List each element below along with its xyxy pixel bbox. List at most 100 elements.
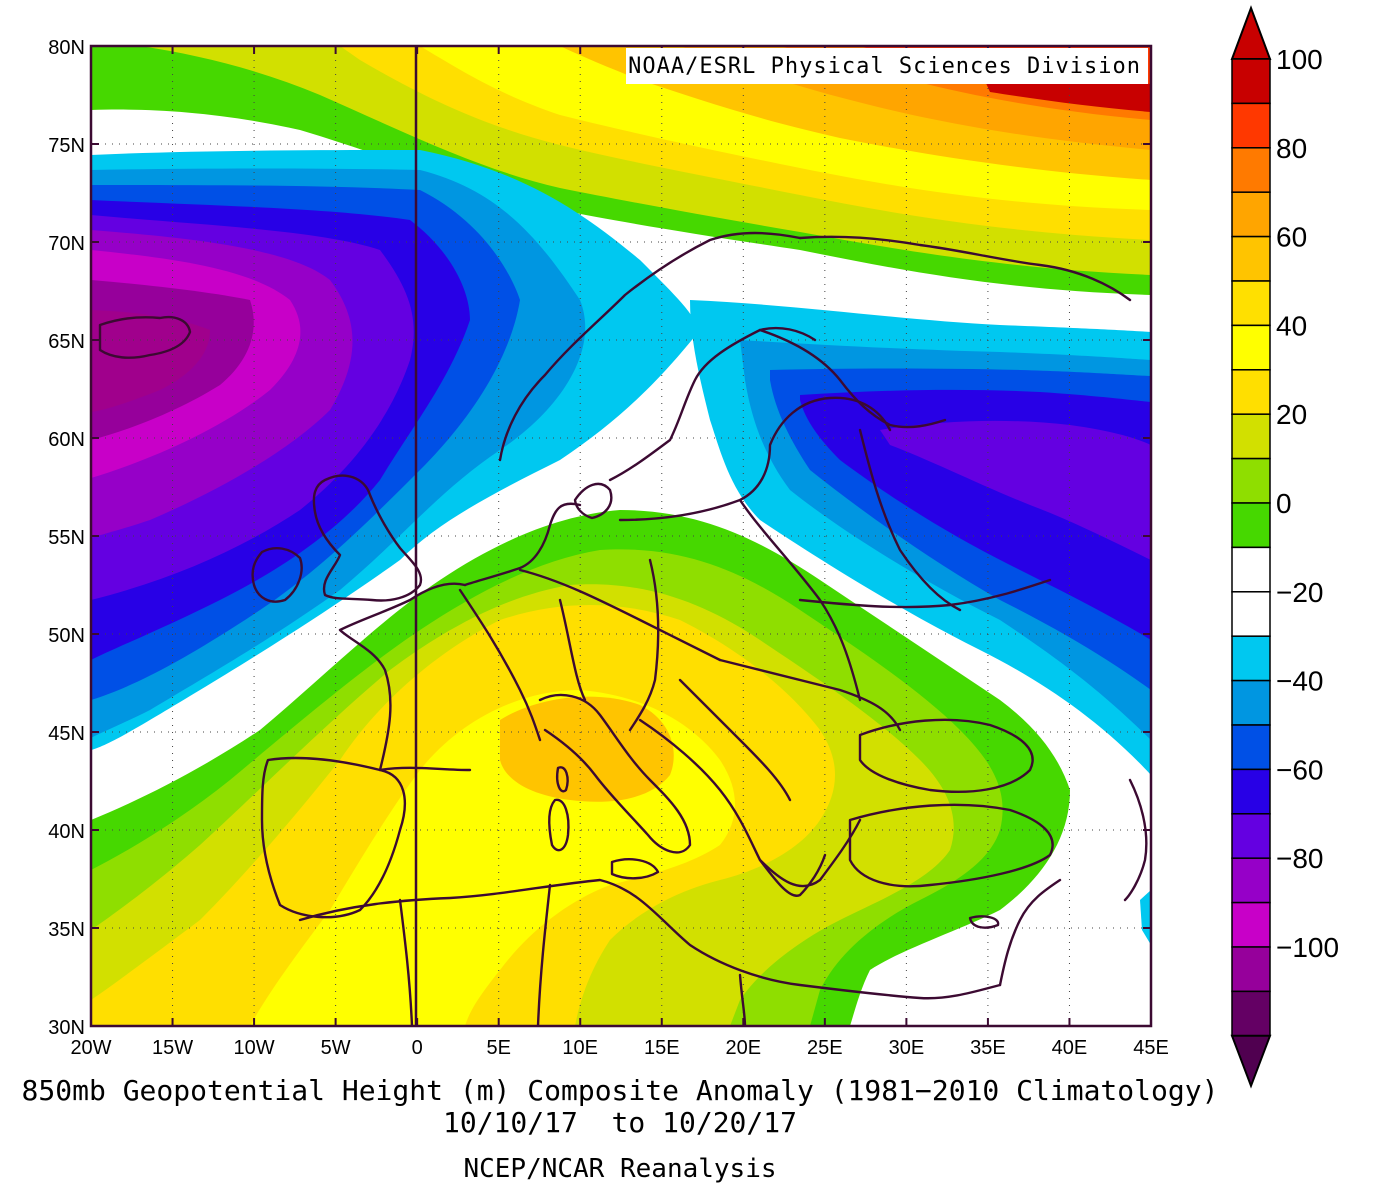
colorbar-swatch bbox=[1231, 235, 1271, 282]
lat-label: 70N bbox=[48, 233, 85, 255]
lat-label: 55N bbox=[48, 527, 85, 549]
border-central-2 bbox=[558, 598, 587, 702]
coast-sicily bbox=[610, 858, 660, 880]
colorbar-label: 100 bbox=[1276, 44, 1323, 75]
colorbar-label: 0 bbox=[1276, 488, 1292, 519]
lon-label: 30E bbox=[889, 1037, 925, 1059]
coast-sweden bbox=[608, 326, 817, 482]
lat-label: 60N bbox=[48, 429, 85, 451]
colorbar-label: −60 bbox=[1276, 754, 1324, 785]
graticule bbox=[91, 46, 1151, 1026]
colorbar: 100 80 60 40 20 0 −20 −40 −60 −80 −100 bbox=[1230, 5, 1339, 1089]
coast-norway bbox=[498, 231, 802, 462]
colorbar-swatch bbox=[1231, 768, 1271, 815]
colorbar-swatch bbox=[1231, 857, 1271, 904]
lon-label: 10W bbox=[234, 1037, 275, 1059]
colorbar-swatch bbox=[1231, 635, 1271, 682]
colorbar-swatch bbox=[1231, 724, 1271, 771]
patch-east-neg10 bbox=[1140, 890, 1151, 945]
colorbar-swatch bbox=[1231, 502, 1271, 549]
colorbar-swatch bbox=[1231, 191, 1271, 238]
border-central-1 bbox=[518, 568, 722, 662]
lat-label: 80N bbox=[48, 37, 85, 59]
coast-caspian bbox=[1123, 778, 1148, 902]
colorbar-swatch bbox=[1231, 369, 1271, 415]
lon-label: 25E bbox=[807, 1037, 843, 1059]
lon-label: 45E bbox=[1133, 1037, 1169, 1059]
border-balkan-2 bbox=[718, 658, 902, 732]
patch-east-zero bbox=[860, 870, 1151, 1026]
border-east-3 bbox=[858, 428, 962, 612]
colorbar-label: 20 bbox=[1276, 399, 1307, 430]
lon-label: 5W bbox=[321, 1037, 351, 1059]
colorbar-swatch bbox=[1231, 324, 1271, 371]
lon-label: 15E bbox=[644, 1037, 680, 1059]
lat-label: 45N bbox=[48, 723, 85, 745]
colorbar-label: −40 bbox=[1276, 666, 1324, 697]
border-spain-france bbox=[378, 766, 472, 772]
colorbar-swatch bbox=[1231, 102, 1271, 149]
colorbar-swatch bbox=[1231, 990, 1271, 1037]
coast-greece bbox=[758, 853, 827, 897]
coast-balkans bbox=[638, 718, 862, 888]
colorbar-label: −20 bbox=[1276, 577, 1324, 608]
lon-label: 5E bbox=[486, 1037, 510, 1059]
lat-label: 35N bbox=[48, 919, 85, 941]
lon-label: 40E bbox=[1052, 1037, 1088, 1059]
longitude-labels: 20W 15W 10W 5W 0 5E 10E 15E 20E 25E 30E 35E 40E 45E bbox=[70, 1037, 1168, 1059]
border-france bbox=[458, 588, 542, 742]
colorbar-swatch bbox=[1231, 591, 1271, 637]
lon-label: 35E bbox=[970, 1037, 1006, 1059]
coast-finland bbox=[758, 328, 947, 429]
lat-label: 75N bbox=[48, 135, 85, 157]
colorbar-swatch bbox=[1231, 946, 1271, 993]
coast-denmark bbox=[573, 482, 613, 520]
border-africa-2 bbox=[536, 883, 552, 1026]
coast-corsica bbox=[556, 766, 569, 793]
lon-label: 0 bbox=[412, 1037, 423, 1059]
band-west-neg90 bbox=[91, 310, 210, 412]
border-balkan-1 bbox=[678, 678, 792, 802]
lon-label: 10E bbox=[562, 1037, 598, 1059]
lat-label: 65N bbox=[48, 331, 85, 353]
colorbar-label: −100 bbox=[1276, 932, 1339, 963]
border-east-1 bbox=[738, 498, 862, 702]
colorbar-swatch bbox=[1231, 58, 1271, 105]
figure-source: NCEP/NCAR Reanalysis bbox=[463, 1154, 777, 1184]
figure-dates: 10/10/17 to 10/20/17 bbox=[442, 1106, 797, 1139]
coast-france-bay bbox=[338, 582, 467, 772]
latitude-labels: 30N 35N 40N 45N 50N 55N 60N 65N 70N 75N 80N bbox=[48, 37, 85, 1039]
band-south-60 bbox=[500, 696, 674, 802]
lat-label: 50N bbox=[48, 625, 85, 647]
colorbar-label: 60 bbox=[1276, 222, 1307, 253]
coast-italy bbox=[538, 693, 692, 854]
coast-iceland bbox=[98, 316, 192, 359]
border-africa-3 bbox=[738, 973, 747, 1026]
coast-africa bbox=[298, 878, 1002, 1000]
lon-label: 15W bbox=[152, 1037, 193, 1059]
coast-cyprus bbox=[968, 915, 1000, 929]
coast-low-countries bbox=[463, 502, 582, 587]
colorbar-swatch bbox=[1231, 813, 1271, 859]
lat-label: 30N bbox=[48, 1017, 85, 1039]
coast-levant bbox=[998, 878, 1062, 987]
colorbar-swatch bbox=[1231, 679, 1271, 726]
coast-britain bbox=[312, 474, 423, 602]
colorbar-swatch bbox=[1231, 147, 1271, 193]
lon-label: 20W bbox=[70, 1037, 111, 1059]
coast-baltic bbox=[618, 396, 892, 522]
colorbar-label: 40 bbox=[1276, 310, 1307, 341]
coast-kola bbox=[798, 235, 1132, 302]
figure-title: 850mb Geopotential Height (m) Composite … bbox=[21, 1074, 1219, 1107]
coast-sardinia bbox=[548, 798, 570, 852]
credit-text: NOAA/ESRL Physical Sciences Division bbox=[628, 54, 1141, 79]
coastlines-borders bbox=[98, 231, 1148, 1026]
colorbar-max-arrow bbox=[1230, 5, 1272, 60]
border-africa-1 bbox=[398, 898, 414, 1026]
colorbar-label: −80 bbox=[1276, 843, 1324, 874]
border-central-3 bbox=[628, 558, 660, 732]
colorbar-swatch bbox=[1231, 901, 1271, 948]
coast-ireland bbox=[251, 546, 303, 603]
